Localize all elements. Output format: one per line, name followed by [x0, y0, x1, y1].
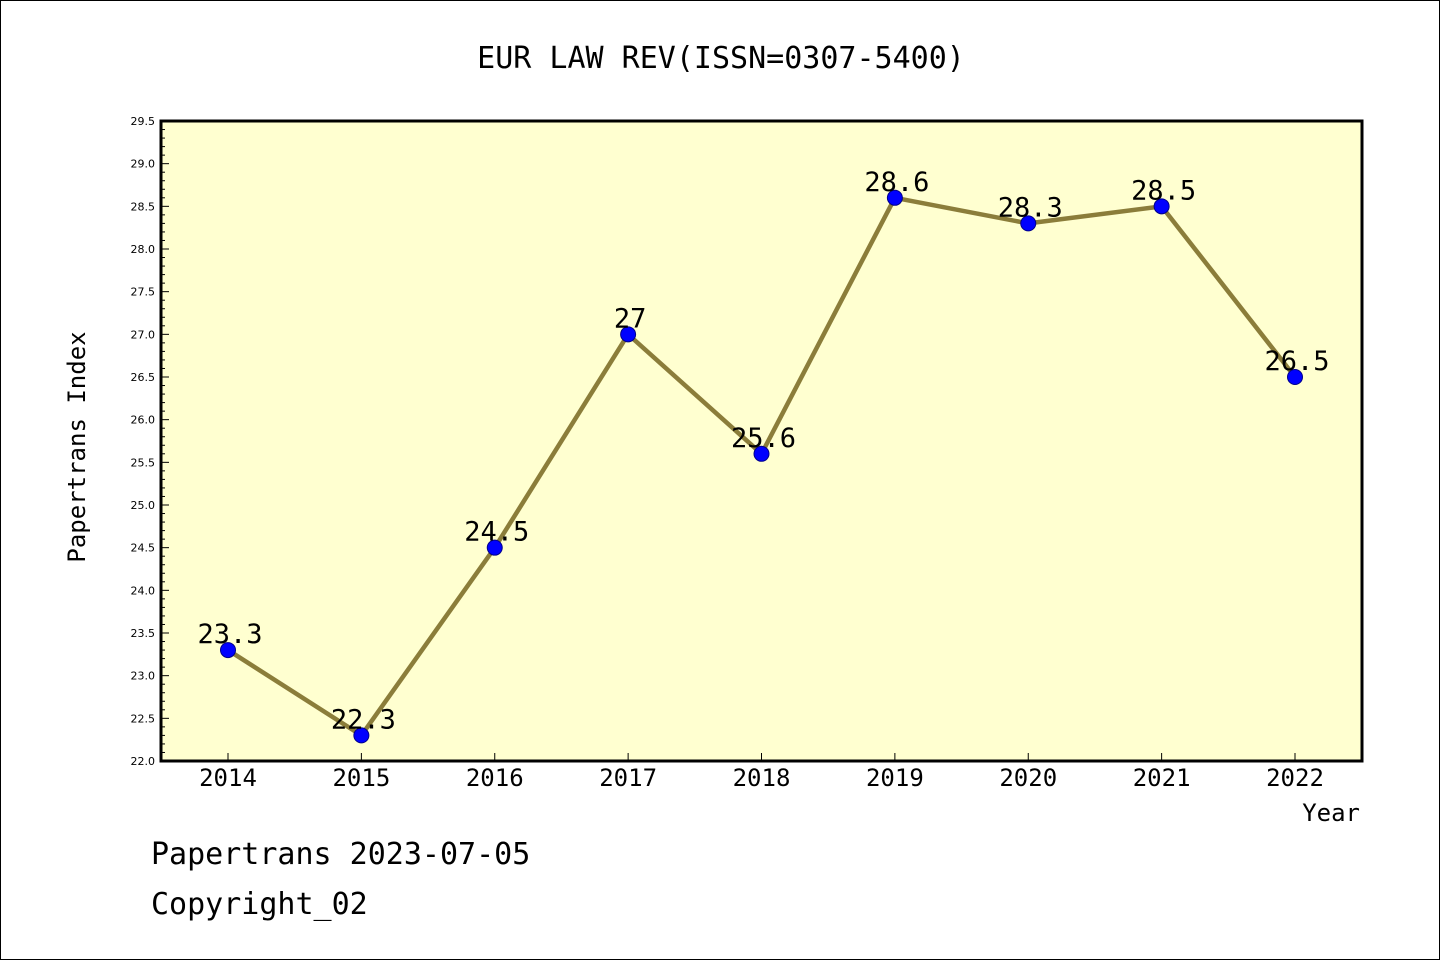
data-label: 26.5 — [1264, 346, 1329, 377]
data-point — [753, 445, 770, 462]
data-point — [1153, 198, 1170, 215]
data-point — [620, 326, 637, 343]
y-tick-label: 29.5 — [131, 115, 156, 128]
x-axis-label: Year — [1302, 799, 1360, 827]
x-tick-label: 2022 — [1266, 764, 1324, 792]
x-tick-label: 2020 — [999, 764, 1057, 792]
data-point — [886, 189, 903, 206]
x-tick-label: 2015 — [332, 764, 390, 792]
y-tick-label: 22.0 — [131, 755, 156, 768]
x-tick-label: 2017 — [599, 764, 657, 792]
data-label: 24.5 — [464, 517, 529, 548]
data-point — [486, 539, 503, 556]
y-tick-label: 24.0 — [131, 584, 156, 597]
x-tick-label: 2014 — [199, 764, 257, 792]
chart-title: EUR LAW REV(ISSN=0307-5400) — [477, 41, 965, 76]
data-label: 28.6 — [864, 167, 929, 198]
y-tick-label: 26.5 — [131, 371, 156, 384]
y-tick-label: 25.0 — [131, 499, 156, 512]
y-tick-label: 22.5 — [131, 712, 156, 725]
footer-copyright: Copyright_02 — [151, 887, 368, 922]
series-group — [220, 189, 1303, 744]
y-tick-label: 23.0 — [131, 670, 156, 683]
x-axis-ticks: 2014 2015 2016 2017 2018 2019 2020 2021 2022 — [199, 753, 1324, 792]
y-tick-label: 26.0 — [131, 414, 156, 427]
y-tick-label: 23.5 — [131, 627, 156, 640]
y-tick-label: 28.0 — [131, 243, 156, 256]
x-tick-label: 2018 — [733, 764, 791, 792]
data-point — [353, 727, 370, 744]
data-label: 23.3 — [197, 619, 262, 650]
data-label: 27 — [614, 303, 647, 334]
y-tick-label: 27.0 — [131, 328, 156, 341]
data-label: 22.3 — [331, 704, 396, 735]
data-point — [1020, 215, 1037, 232]
data-label: 28.5 — [1131, 175, 1196, 206]
plot-area — [159, 119, 1364, 763]
x-tick-label: 2019 — [866, 764, 924, 792]
y-tick-label: 24.5 — [131, 542, 156, 555]
y-tick-label: 27.5 — [131, 286, 156, 299]
y-axis-ticks: 22.0 22.5 23.0 23.5 24.0 24.5 25.0 25.5 26.0 26.5… — [131, 115, 169, 768]
y-axis-label: Papertrans Index — [63, 331, 91, 562]
y-tick-label: 25.5 — [131, 456, 156, 469]
data-label: 25.6 — [731, 423, 796, 454]
data-point — [1287, 369, 1303, 385]
data-label: 28.3 — [998, 192, 1063, 223]
x-tick-label: 2016 — [466, 764, 524, 792]
y-tick-label: 28.5 — [131, 200, 156, 213]
data-point — [220, 642, 236, 659]
y-tick-label: 29.0 — [131, 158, 156, 171]
data-labels: 23.3 22.3 24.5 27 25.6 28.6 28.3 28.5 26.5 — [197, 167, 1329, 736]
footer-date: Papertrans 2023-07-05 — [151, 837, 530, 872]
x-tick-label: 2021 — [1133, 764, 1191, 792]
